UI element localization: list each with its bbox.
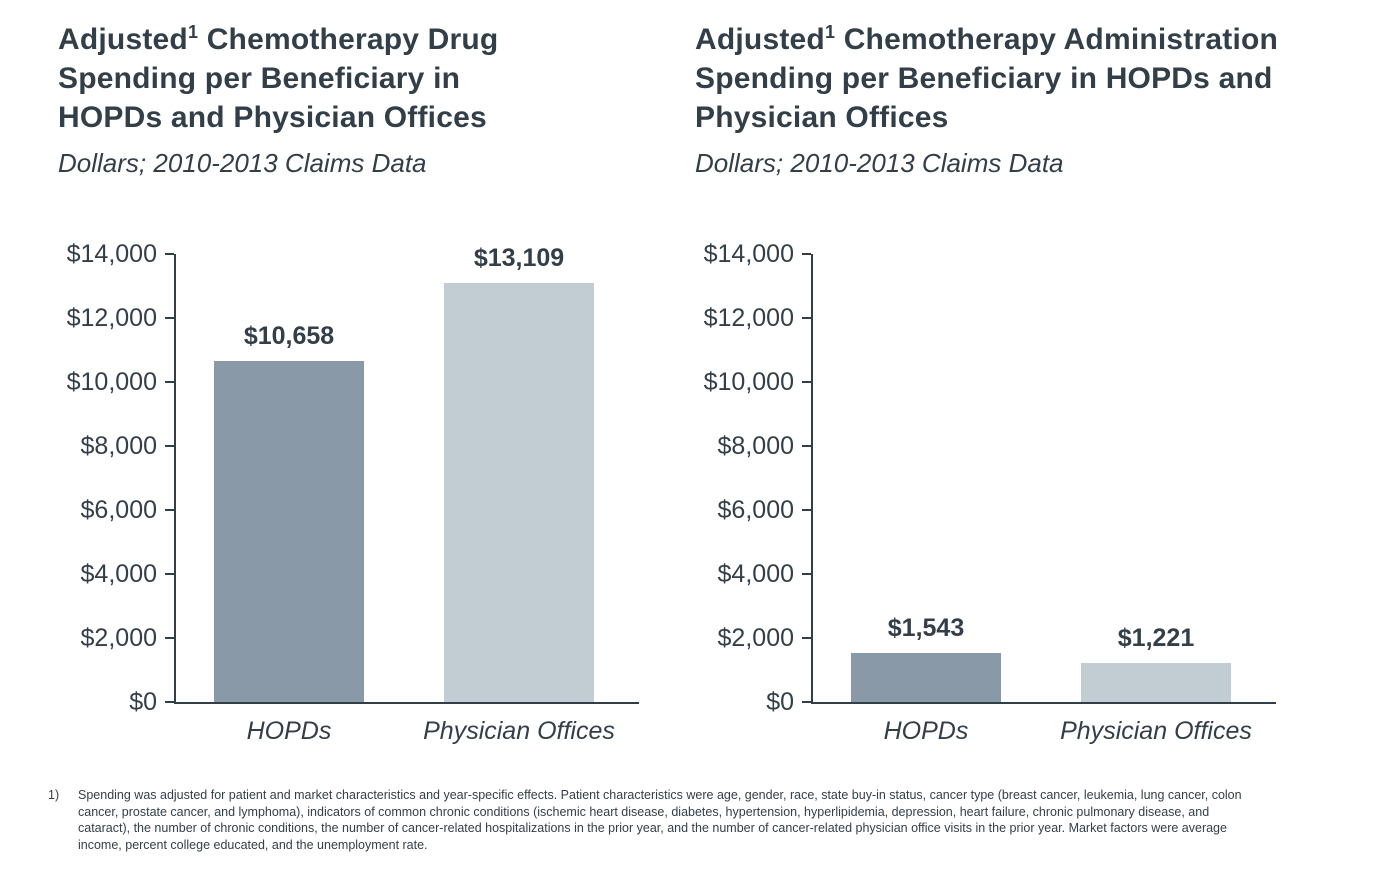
y-axis-tick-label: $0 <box>129 688 157 716</box>
y-axis-tick <box>802 445 811 447</box>
y-axis-tick-label: $12,000 <box>703 304 794 332</box>
footnote-reference-superscript: 1 <box>187 22 199 42</box>
y-axis-tick <box>165 317 174 319</box>
y-axis-tick-label: $6,000 <box>717 496 794 524</box>
x-axis-category-label-physician-offices: Physician Offices <box>423 717 615 745</box>
y-axis-tick <box>802 701 811 703</box>
y-axis-tick-label: $2,000 <box>717 624 794 652</box>
x-axis-line <box>811 702 1276 704</box>
y-axis-tick-label: $4,000 <box>717 560 794 588</box>
bar-hopds <box>214 361 364 702</box>
footnote-reference-superscript: 1 <box>824 22 836 42</box>
chart-title-drug-spending: Adjusted1 Chemotherapy Drug Spending per… <box>58 20 573 137</box>
y-axis-tick-label: $6,000 <box>80 496 157 524</box>
bar-chart-administration-spending: $0 $2,000 $4,000 $6,000 $8,000 $10,000 $12,000… <box>695 240 1340 769</box>
y-axis-tick-label: $8,000 <box>80 432 157 460</box>
y-axis-line <box>811 254 813 702</box>
y-axis-tick-label: $10,000 <box>703 368 794 396</box>
x-axis-category-label-hopds: HOPDs <box>246 717 332 745</box>
x-axis-line <box>174 702 639 704</box>
y-axis-tick <box>165 637 174 639</box>
y-axis-tick <box>165 701 174 703</box>
y-axis-tick-label: $0 <box>766 688 794 716</box>
bar-value-label-physician-offices: $13,109 <box>473 244 565 272</box>
title-text: Chemotherapy Administration Spending per… <box>695 23 1279 134</box>
bar-chart-drug-spending: $0 $2,000 $4,000 $6,000 $8,000 $10,000 $12,000… <box>58 240 703 769</box>
bar-value-label-physician-offices: $1,221 <box>1117 624 1195 652</box>
y-axis-tick <box>165 381 174 383</box>
bar-value-label-hopds: $1,543 <box>887 614 965 642</box>
y-axis-tick <box>165 445 174 447</box>
bar-physician-offices <box>444 283 594 702</box>
y-axis-tick <box>802 509 811 511</box>
y-axis-line <box>174 254 176 702</box>
chart-subtitle: Dollars; 2010-2013 Claims Data <box>695 148 1064 178</box>
y-axis-tick <box>802 381 811 383</box>
y-axis-tick-label: $14,000 <box>703 240 794 268</box>
y-axis-tick-label: $10,000 <box>66 368 157 396</box>
y-axis-tick <box>802 253 811 255</box>
bar-physician-offices <box>1081 663 1231 702</box>
y-axis-tick <box>802 637 811 639</box>
x-axis-category-label-physician-offices: Physician Offices <box>1060 717 1252 745</box>
y-axis-tick-label: $8,000 <box>717 432 794 460</box>
y-axis-tick-label: $2,000 <box>80 624 157 652</box>
footnote: 1) Spending was adjusted for patient and… <box>48 787 1258 853</box>
y-axis-tick <box>165 253 174 255</box>
y-axis-tick-label: $14,000 <box>66 240 157 268</box>
title-text: Adjusted <box>58 23 188 56</box>
y-axis-tick-label: $12,000 <box>66 304 157 332</box>
title-text: Adjusted <box>695 23 825 56</box>
y-axis-tick-label: $4,000 <box>80 560 157 588</box>
y-axis-tick <box>165 573 174 575</box>
bar-value-label-hopds: $10,658 <box>243 322 335 350</box>
x-axis-category-label-hopds: HOPDs <box>883 717 969 745</box>
chart-title-administration-spending: Adjusted1 Chemotherapy Administration Sp… <box>695 20 1350 137</box>
bar-hopds <box>851 653 1001 702</box>
footnote-text: Spending was adjusted for patient and ma… <box>78 788 1242 852</box>
chart-subtitle: Dollars; 2010-2013 Claims Data <box>58 148 427 178</box>
y-axis-tick <box>802 317 811 319</box>
y-axis-tick <box>165 509 174 511</box>
title-text: Chemotherapy Drug Spending per Beneficia… <box>58 23 499 134</box>
y-axis-tick <box>802 573 811 575</box>
footnote-marker: 1) <box>48 788 60 802</box>
